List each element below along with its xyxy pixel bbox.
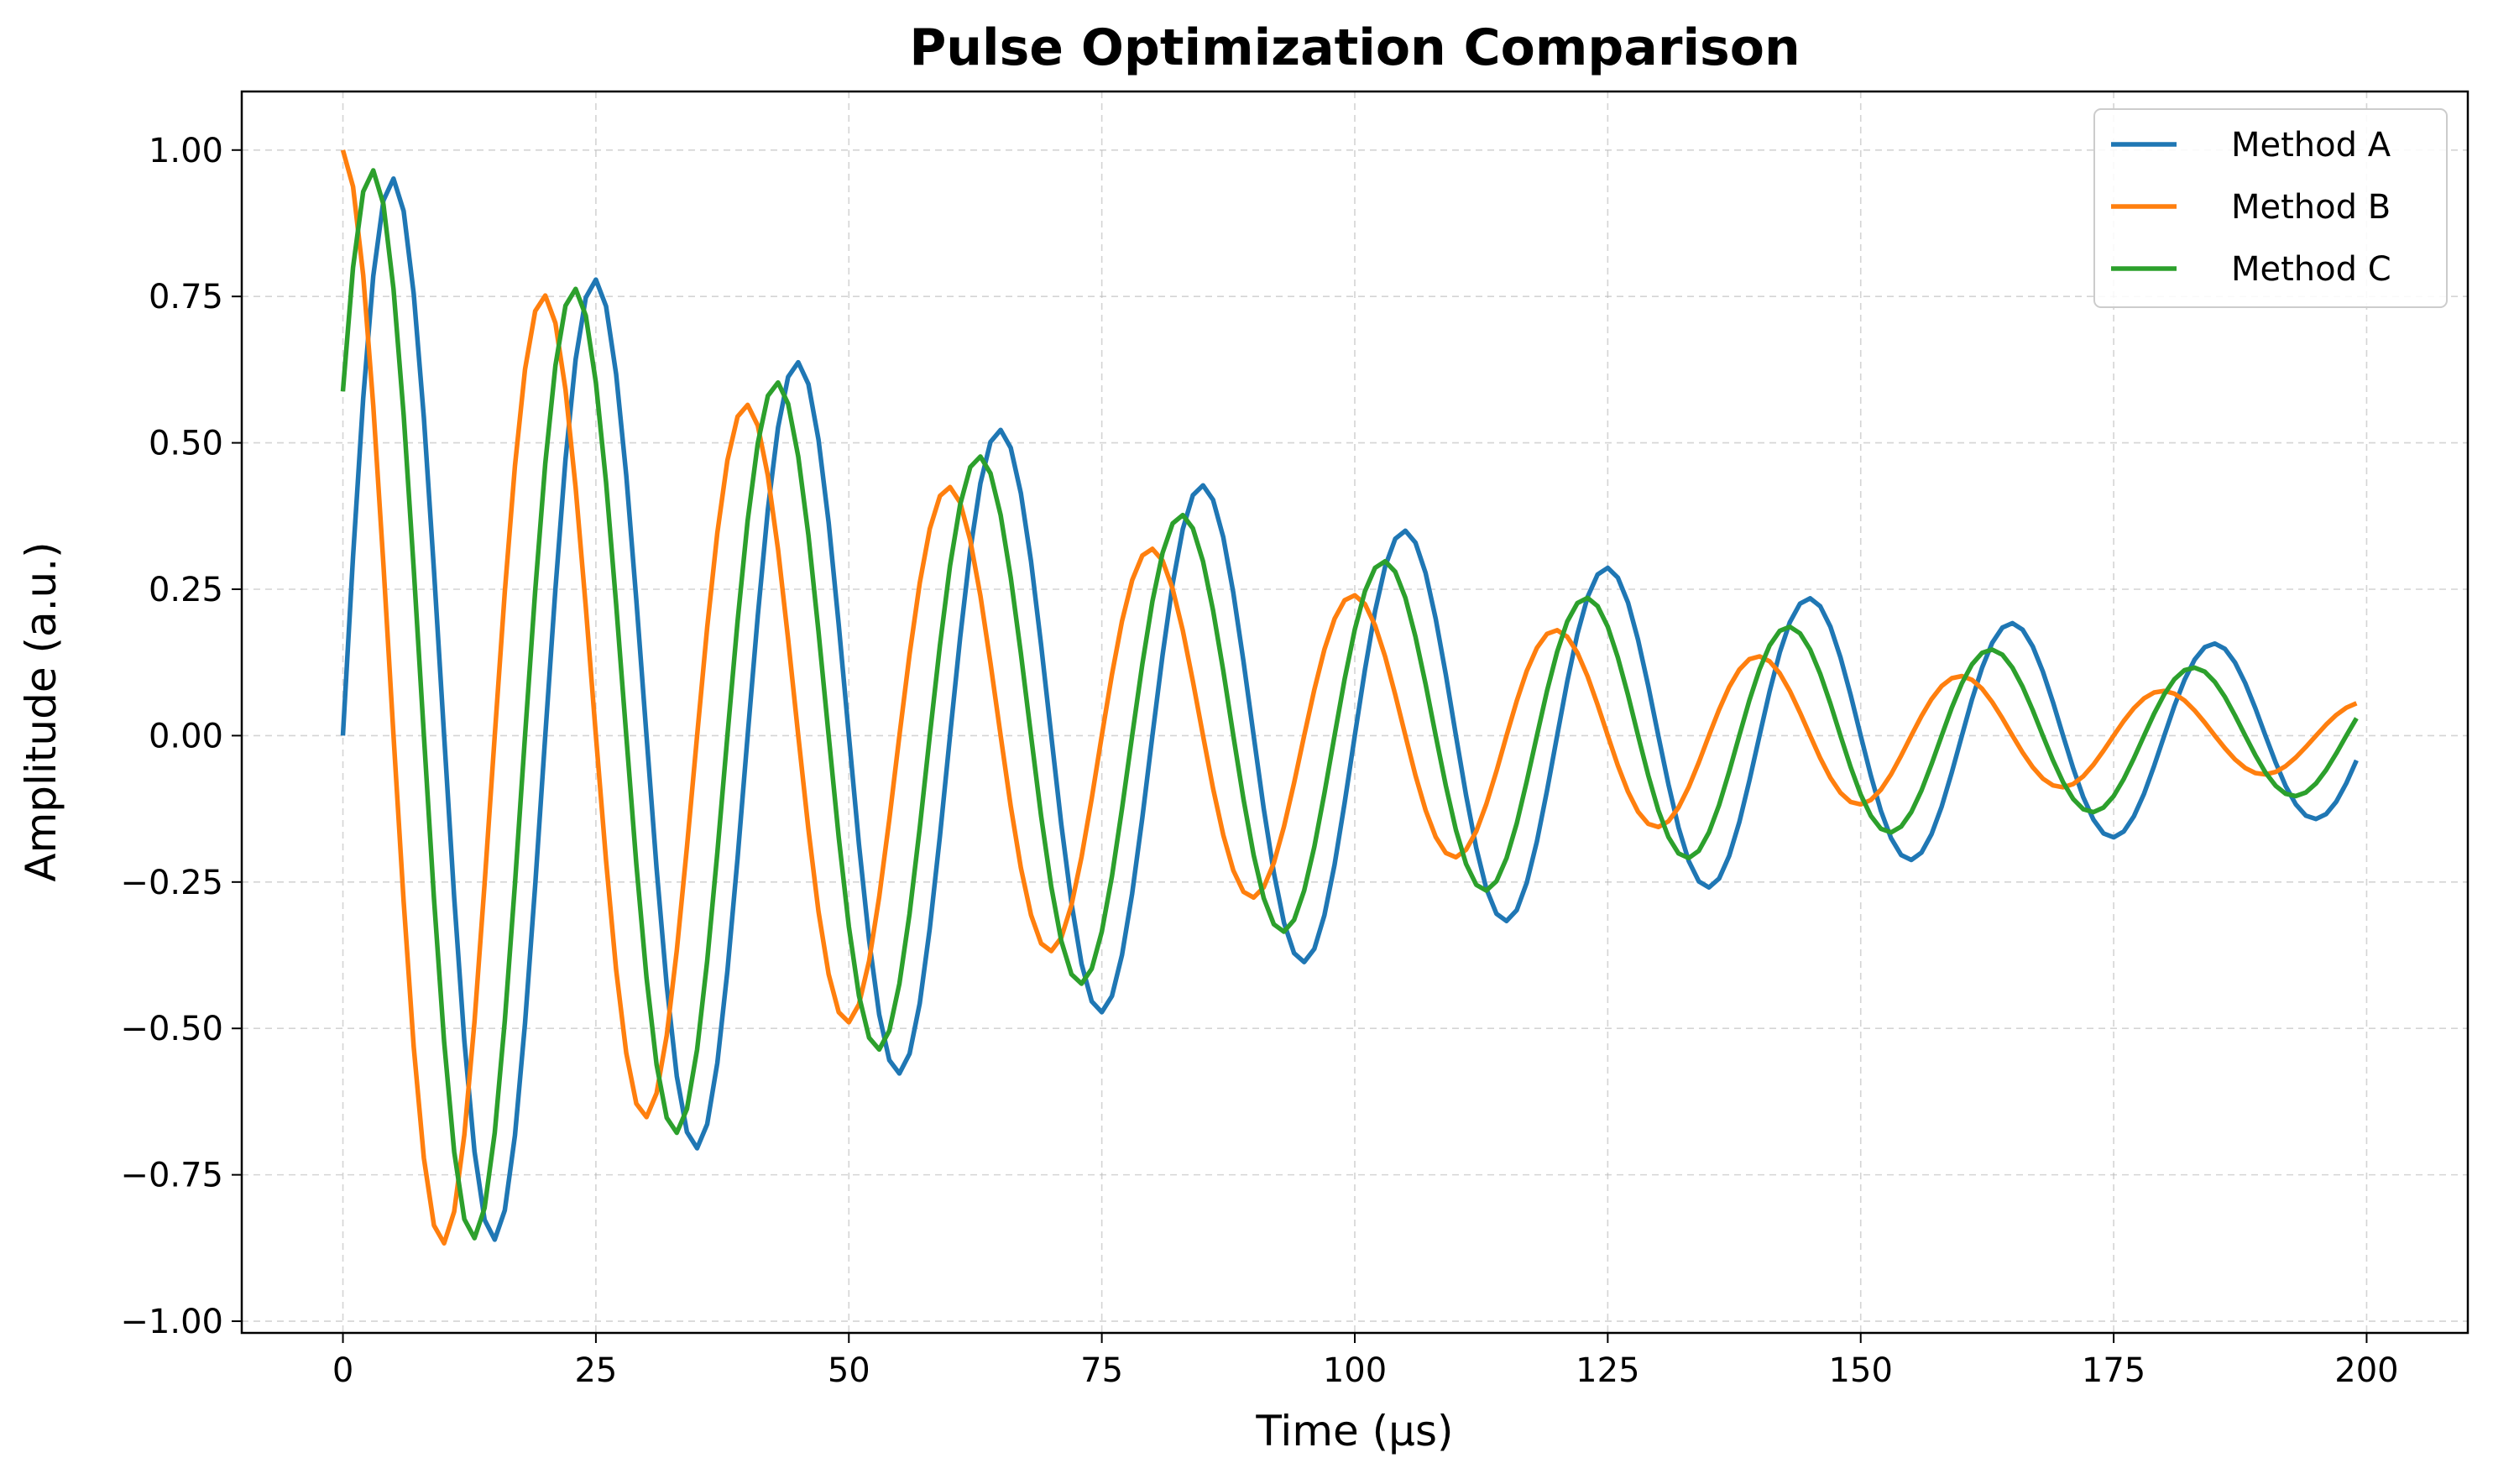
- y-tick-label: 1.00: [149, 132, 223, 170]
- chart-title: Pulse Optimization Comparison: [909, 18, 1800, 77]
- y-axis: 1.00 0.75 0.50 0.25 0.00 −0.25 −0.50 −0.75 −1.00: [120, 132, 242, 1341]
- plot-area: [340, 149, 2359, 1246]
- y-tick-label: 0.75: [149, 278, 223, 316]
- x-tick-label: 175: [2082, 1351, 2145, 1390]
- y-tick-label: −0.75: [120, 1157, 223, 1195]
- x-tick-label: 150: [1829, 1351, 1893, 1390]
- x-tick-label: 200: [2334, 1351, 2398, 1390]
- x-tick-label: 50: [828, 1351, 870, 1390]
- series-line-method-a: [340, 176, 2359, 1242]
- y-tick-label: −1.00: [120, 1303, 223, 1341]
- y-tick-label: 0.00: [149, 717, 223, 755]
- y-tick-label: −0.50: [120, 1010, 223, 1048]
- y-tick-label: 0.25: [149, 571, 223, 609]
- x-tick-label: 125: [1576, 1351, 1639, 1390]
- x-axis: 0 25 50 75 100 125 150 175 200: [332, 1333, 2399, 1390]
- legend: Method A Method B Method C: [2093, 108, 2448, 308]
- x-tick-label: 75: [1080, 1351, 1123, 1390]
- x-tick-label: 0: [332, 1351, 353, 1390]
- x-tick-label: 100: [1323, 1351, 1387, 1390]
- legend-label: Method B: [2231, 188, 2391, 227]
- y-tick-label: −0.25: [120, 864, 223, 902]
- y-tick-label: 0.50: [149, 425, 223, 463]
- legend-label: Method C: [2231, 250, 2391, 289]
- legend-box: [2093, 108, 2448, 308]
- series-line-method-b: [340, 149, 2358, 1246]
- x-tick-label: 25: [574, 1351, 617, 1390]
- x-axis-label: Time (μs): [1255, 1407, 1453, 1455]
- series-line-method-c: [340, 168, 2359, 1241]
- legend-label: Method A: [2231, 126, 2391, 165]
- y-axis-label: Amplitude (a.u.): [17, 541, 65, 881]
- grid: [242, 91, 2468, 1333]
